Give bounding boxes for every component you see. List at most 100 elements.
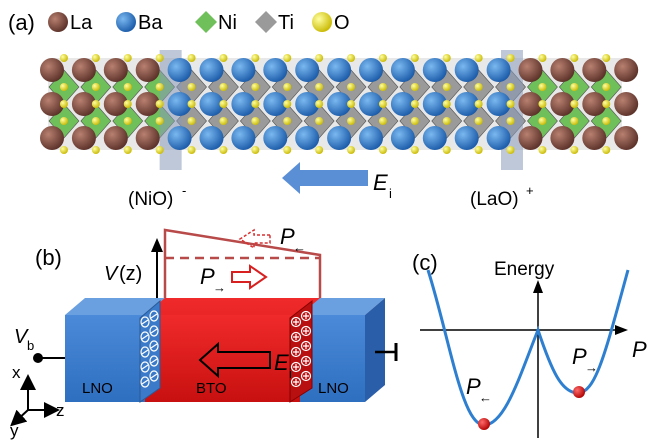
o-atom xyxy=(538,117,547,125)
ba-atom xyxy=(359,92,383,116)
o-atom xyxy=(59,100,68,108)
o-atom xyxy=(91,83,100,91)
negative-charge xyxy=(149,340,159,352)
energy-axis-arrowhead xyxy=(533,280,543,293)
o-atom xyxy=(59,146,68,154)
ba-atom xyxy=(199,126,224,150)
o-atom xyxy=(283,117,292,125)
o-atom xyxy=(506,117,515,125)
la-atom xyxy=(40,58,64,82)
o-atom xyxy=(315,83,324,91)
o-atom xyxy=(123,117,132,125)
interface-right-charge: + xyxy=(526,183,534,198)
o-atom xyxy=(474,146,483,154)
legend-ni-icon xyxy=(195,11,217,33)
o-atom xyxy=(602,83,611,91)
polarization-axis-label: P xyxy=(632,337,647,362)
o-atom xyxy=(315,146,324,154)
state-left-dot xyxy=(478,418,490,430)
positive-charge-mark xyxy=(293,319,299,325)
min-left-subscript: ← xyxy=(479,390,492,405)
o-atom xyxy=(91,146,100,154)
negative-charge xyxy=(140,316,150,328)
min-right-symbol: P xyxy=(572,344,587,369)
bto-field-subscript: i xyxy=(289,366,292,381)
o-atom xyxy=(187,146,196,154)
ba-atom xyxy=(422,58,447,82)
ba-atom xyxy=(486,126,511,150)
ba-atom xyxy=(390,92,415,116)
o-atom xyxy=(283,146,292,154)
o-atom xyxy=(410,54,419,62)
legend-o-icon xyxy=(312,12,332,32)
o-atom xyxy=(91,100,100,108)
o-atom xyxy=(506,100,515,108)
positive-charge-mark xyxy=(293,334,299,340)
o-atom xyxy=(219,117,228,125)
bto-front-face xyxy=(145,315,300,402)
ba-atom xyxy=(327,58,352,82)
positive-charge-mark xyxy=(303,358,309,364)
double-well-curve xyxy=(426,269,630,427)
internal-field-arrow xyxy=(198,341,271,379)
negative-charge xyxy=(149,355,159,367)
axis-y-label: y xyxy=(10,421,19,440)
axis-x-label: x xyxy=(12,363,21,382)
field-arrow xyxy=(282,162,368,194)
o-atom xyxy=(283,100,292,108)
la-atom xyxy=(135,126,160,150)
negative-charge-mark xyxy=(150,343,158,349)
o-atom xyxy=(506,83,515,91)
ba-atom xyxy=(422,126,447,150)
positive-charge xyxy=(300,325,312,337)
ba-atom xyxy=(199,92,224,116)
ba-atom xyxy=(167,92,192,116)
o-atom xyxy=(251,146,260,154)
panel-b-label: (b) xyxy=(35,245,62,270)
o-atom xyxy=(187,117,196,125)
positive-charge xyxy=(290,346,302,358)
o-atom xyxy=(219,83,228,91)
o-atom xyxy=(602,146,611,154)
o-atom xyxy=(155,54,164,62)
p-left-subscript: ← xyxy=(293,240,306,255)
ba-atom xyxy=(454,126,479,150)
o-atom xyxy=(602,100,611,108)
o-atom xyxy=(155,100,164,108)
ba-atom xyxy=(390,126,415,150)
interface-left-charge: - xyxy=(182,183,186,198)
o-atom xyxy=(378,83,387,91)
o-atom xyxy=(378,100,387,108)
la-atom xyxy=(518,58,543,82)
o-atom xyxy=(315,100,324,108)
o-atom xyxy=(442,83,451,91)
field-symbol: E xyxy=(373,170,388,195)
la-atom xyxy=(103,58,128,82)
o-atom xyxy=(155,83,164,91)
o-atom xyxy=(219,54,228,62)
legend: La Ba Ni Ti O xyxy=(48,11,350,34)
o-atom xyxy=(442,100,451,108)
negative-charge xyxy=(140,361,150,373)
ba-atom xyxy=(486,58,511,82)
positive-charge-mark xyxy=(303,343,309,349)
o-atom xyxy=(347,146,356,154)
o-atom xyxy=(378,117,387,125)
block-side-face xyxy=(365,298,385,402)
field-subscript: i xyxy=(389,186,392,201)
lno-right-label: LNO xyxy=(318,380,349,397)
ba-atom xyxy=(231,126,256,150)
bto-field-symbol: E xyxy=(274,350,289,375)
panel-c: (c) Energy P P ← P → xyxy=(412,250,647,438)
potential-symbol: V xyxy=(104,263,119,285)
legend-la-label: La xyxy=(70,12,93,34)
la-atom xyxy=(614,126,639,150)
o-atom xyxy=(602,117,611,125)
o-atom xyxy=(251,117,260,125)
ba-atom xyxy=(263,126,288,150)
o-atom xyxy=(538,83,547,91)
o-atom xyxy=(91,117,100,125)
positive-charge-mark xyxy=(293,364,299,370)
o-atom xyxy=(602,54,611,62)
o-atom xyxy=(187,54,196,62)
